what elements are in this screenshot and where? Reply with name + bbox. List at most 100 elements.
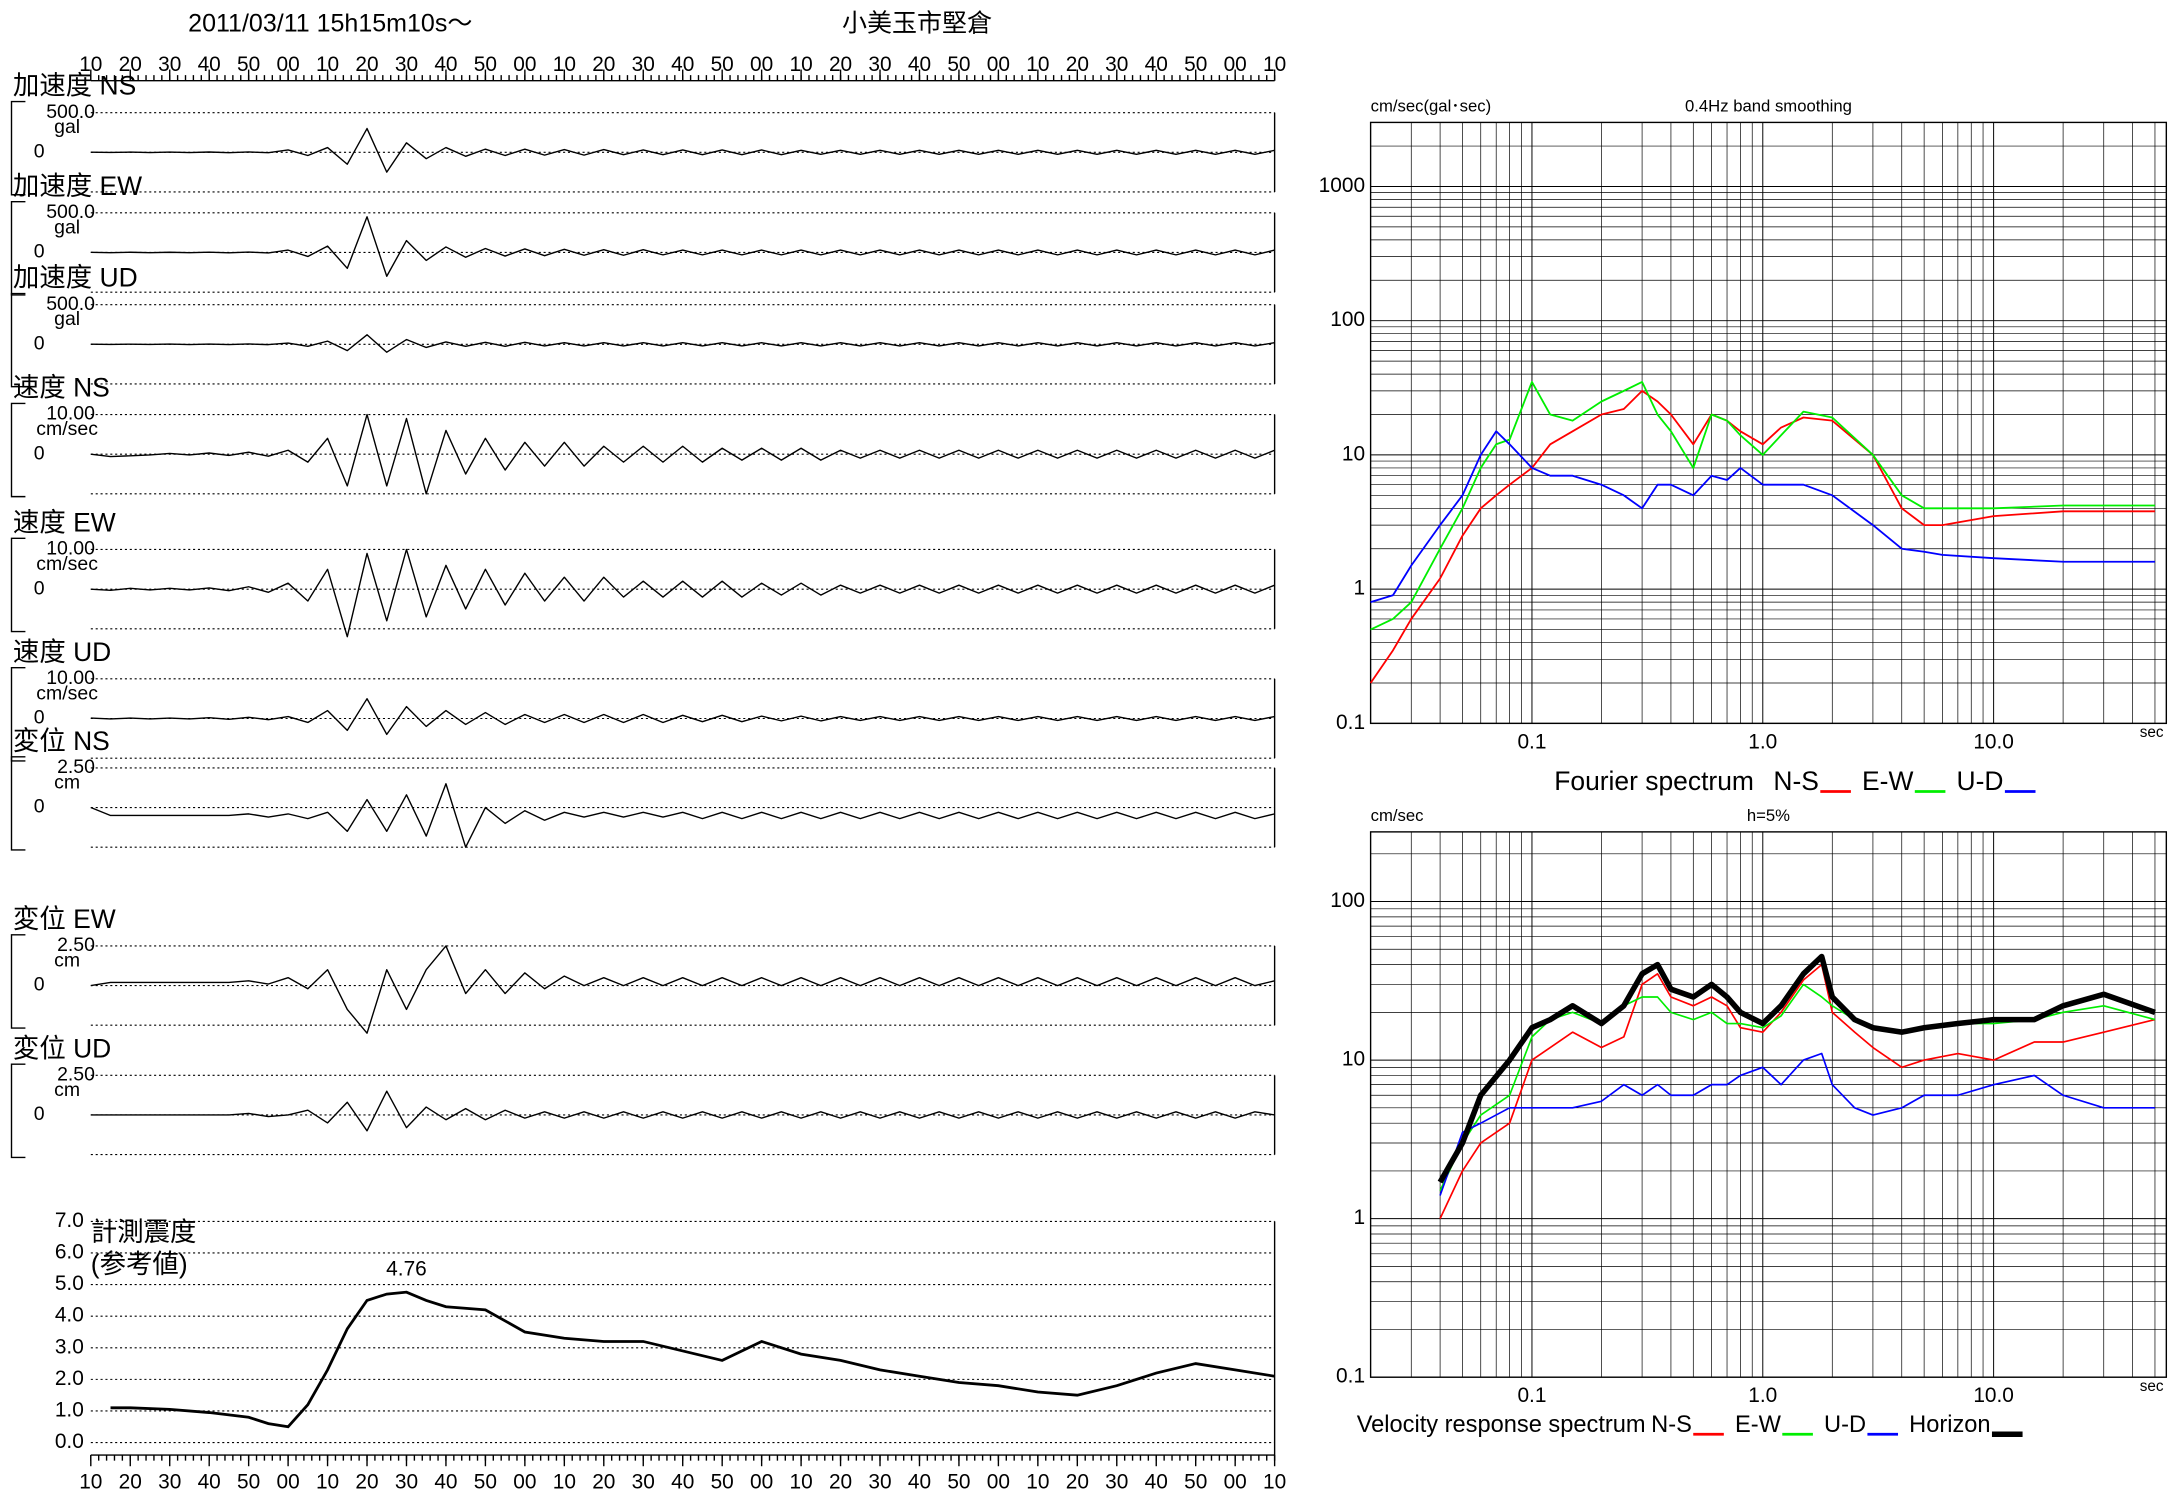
y-tick-label: 0 <box>34 1103 45 1125</box>
x-tick-label: 20 <box>829 53 852 76</box>
trace-unit: cm <box>54 771 80 793</box>
trace-unit: cm/sec <box>36 418 98 440</box>
y-tick-label: 1000 <box>1319 174 1365 197</box>
trace-bracket <box>10 667 26 762</box>
x-tick-label: 10 <box>553 1470 576 1493</box>
trace-label: 速度 UD <box>13 637 111 667</box>
legend-label: U-D <box>1957 766 2004 796</box>
x-tick-label: 20 <box>1066 1470 1089 1493</box>
y-tick-label: 10.00 <box>46 403 95 425</box>
x-tick-label: 20 <box>1066 53 1089 76</box>
plot-frame <box>1369 831 2168 1378</box>
x-tick-label: 1.0 <box>1748 730 1777 753</box>
spectrum-line <box>1369 389 2155 684</box>
spectrum-line <box>1437 953 2156 1184</box>
waveform <box>90 548 1275 638</box>
x-tick-label: 50 <box>237 53 260 76</box>
trace-bracket <box>10 292 26 388</box>
y-tick-label: 0 <box>34 796 45 818</box>
trace-bracket <box>10 756 26 851</box>
x-tick-label: 40 <box>1145 53 1168 76</box>
x-tick-label: 40 <box>198 53 221 76</box>
spectrum-line <box>1370 380 2155 631</box>
legend-label: N-S <box>1773 766 1819 796</box>
y-tick-label: 0 <box>34 577 45 599</box>
y-tick-label: 0.1 <box>1336 1365 1365 1388</box>
y-tick-label: 500.0 <box>46 293 95 315</box>
x-tick-label: 00 <box>277 53 300 76</box>
waveform <box>90 783 1275 848</box>
chart-title: Fourier spectrum <box>1554 766 1754 796</box>
x-tick-label: 30 <box>868 53 891 76</box>
waveform <box>90 334 1275 353</box>
chart-subtitle: 0.4Hz band smoothing <box>1685 97 1852 116</box>
y-tick-label: 2.50 <box>57 1063 95 1085</box>
trace-label: 加速度 EW <box>13 171 142 201</box>
spectrum-line <box>1439 1052 2155 1196</box>
y-tick-label: 0.1 <box>1336 711 1365 734</box>
x-tick-label: 50 <box>474 53 497 76</box>
x-tick-label: 40 <box>908 1470 931 1493</box>
trace-unit: gal <box>54 308 80 330</box>
y-tick-label: 3.0 <box>55 1335 84 1358</box>
x-axis-label: sec <box>2140 1378 2164 1395</box>
x-tick-label: 30 <box>395 53 418 76</box>
y-tick-label: 4.0 <box>55 1304 84 1327</box>
x-tick-label: 40 <box>908 53 931 76</box>
x-tick-label: 50 <box>1184 53 1207 76</box>
y-tick-label: 0 <box>34 140 45 162</box>
trace-label: 速度 EW <box>13 507 116 537</box>
intensity-title: 計測震度 <box>91 1217 197 1247</box>
y-tick-label: 1.0 <box>55 1398 84 1421</box>
y-tick-label: 0 <box>34 442 45 464</box>
x-tick-label: 30 <box>158 53 181 76</box>
y-tick-label: 0 <box>34 241 45 263</box>
trace-unit: cm/sec <box>36 553 98 575</box>
y-tick-label: 6.0 <box>55 1241 84 1264</box>
x-tick-label: 20 <box>829 1470 852 1493</box>
x-tick-label: 00 <box>1224 53 1247 76</box>
trace-bracket <box>10 402 26 498</box>
y-tick-label: 10.00 <box>46 538 95 560</box>
x-tick-label: 10.0 <box>1973 730 2014 753</box>
trace-unit: gal <box>54 216 80 238</box>
x-tick-label: 30 <box>395 1470 418 1493</box>
waveform <box>90 413 1275 495</box>
spectrum-line <box>1370 430 2155 604</box>
x-tick-label: 00 <box>987 53 1010 76</box>
x-tick-label: 00 <box>987 1470 1010 1493</box>
x-tick-label: 10 <box>1026 53 1049 76</box>
x-tick-label: 40 <box>198 1470 221 1493</box>
trace-unit: cm/sec <box>36 682 98 704</box>
trace-bracket <box>10 100 26 196</box>
y-tick-label: 0 <box>34 974 45 996</box>
record-date: 2011/03/11 15h15m10s〜 <box>188 10 472 38</box>
x-tick-label: 50 <box>237 1470 260 1493</box>
waveform <box>90 1090 1275 1132</box>
peak-label: 4.76 <box>386 1257 427 1280</box>
waveform <box>90 697 1275 736</box>
legend-label: E-W <box>1862 766 1913 796</box>
y-tick-label: 2.50 <box>57 756 95 778</box>
trace-label: 変位 UD <box>13 1033 111 1063</box>
y-tick-label: 2.50 <box>57 934 95 956</box>
y-tick-label: 7.0 <box>55 1209 84 1232</box>
trace-unit: cm <box>54 949 80 971</box>
x-tick-label: 50 <box>1184 1470 1207 1493</box>
legend-label: E-W <box>1735 1412 1782 1438</box>
trace-bracket <box>10 537 26 633</box>
trace-label: 加速度 UD <box>13 263 138 293</box>
x-tick-label: 10 <box>79 53 102 76</box>
station-name: 小美玉市堅倉 <box>842 10 992 38</box>
x-tick-label: 10 <box>79 1470 102 1493</box>
x-tick-label: 00 <box>513 53 536 76</box>
waveform <box>90 945 1275 1034</box>
x-tick-label: 20 <box>119 53 142 76</box>
trace-label: 変位 EW <box>13 904 116 934</box>
x-tick-label: 00 <box>750 53 773 76</box>
y-tick-label: 0.0 <box>55 1430 84 1453</box>
x-tick-label: 20 <box>592 53 615 76</box>
x-tick-label: 10 <box>553 53 576 76</box>
chart-title: Velocity response spectrum <box>1357 1412 1646 1438</box>
y-tick-label: 0 <box>34 707 45 729</box>
